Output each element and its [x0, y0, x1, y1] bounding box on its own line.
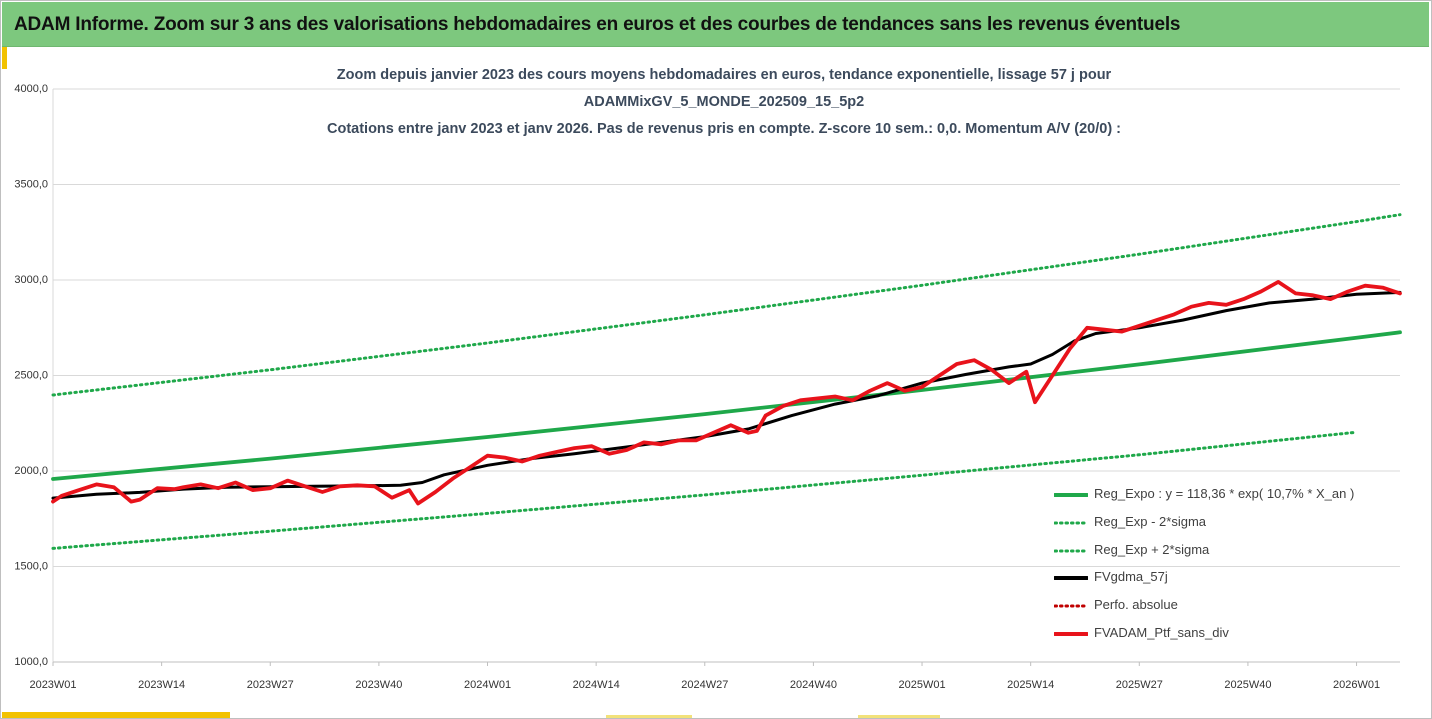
x-tick-label: 2026W01	[1333, 679, 1380, 691]
chart-title-line-1: Zoom depuis janvier 2023 des cours moyen…	[336, 67, 1112, 83]
x-tick-label: 2025W01	[898, 679, 945, 691]
gridlines	[52, 88, 1400, 663]
series-line-reg-expo-y-118-36-exp-10-7-x-an	[51, 330, 1402, 481]
chart-title-line-2: ADAMMixGV_5_MONDE_202509_15_5p2	[583, 94, 865, 110]
legend-label: Reg_Expo : y = 118,36 * exp( 10,7% * X_a…	[1094, 486, 1355, 501]
legend-label: Reg_Exp - 2*sigma	[1094, 513, 1206, 529]
y-tick-label: 3500,0	[14, 179, 48, 191]
legend-item: Reg_Expo : y = 118,36 * exp( 10,7% * X_a…	[1050, 486, 1354, 514]
y-tick-label: 2000,0	[14, 465, 48, 477]
x-tick-label: 2023W01	[29, 679, 76, 691]
series-line-fvgdma-57j	[51, 290, 1402, 500]
chart-title-line-3: Cotations entre janv 2023 et janv 2026. …	[326, 121, 1122, 137]
legend-swatch	[1054, 521, 1088, 525]
x-tick-label: 2025W14	[1007, 679, 1054, 691]
series-line-reg-exp-2-sigma	[51, 213, 1402, 397]
x-tick-label: 2025W27	[1116, 679, 1163, 691]
y-axis-ticks: 1000,0 1500,0 2000,0 2500,0 3000,0 3500,0 4000…	[14, 83, 48, 668]
y-tick-label: 2500,0	[14, 370, 48, 382]
accent-bar-bottom-mid	[606, 715, 692, 718]
legend-swatch	[1054, 549, 1088, 553]
y-tick-label: 1000,0	[14, 656, 48, 668]
legend-item: Reg_Exp + 2*sigma	[1050, 542, 1320, 570]
legend-label: Reg_Exp + 2*sigma	[1094, 541, 1210, 557]
legend-swatch	[1054, 493, 1088, 497]
x-axis-ticks: 2023W01 2023W14 2023W27 2023W40 2024W01 2024W…	[29, 662, 1380, 691]
legend-swatch	[1054, 576, 1088, 581]
y-tick-label: 3000,0	[14, 274, 48, 286]
accent-bar-top-left	[2, 47, 7, 69]
legend-swatch	[1054, 604, 1088, 608]
series-line-reg-exp-2-sigma	[51, 430, 1358, 550]
x-tick-label: 2025W40	[1224, 679, 1271, 691]
chart-legend: Reg_Expo : y = 118,36 * exp( 10,7% * X_a…	[1050, 486, 1354, 653]
x-tick-label: 2023W40	[355, 679, 402, 691]
accent-bar-bottom-left	[2, 712, 230, 718]
accent-bar-bottom-right	[858, 715, 940, 718]
series-line-fvadam-ptf-sans-div	[51, 279, 1402, 506]
legend-swatch	[1054, 631, 1088, 636]
y-tick-label: 4000,0	[14, 83, 48, 95]
report-banner: ADAM Informe. Zoom sur 3 ans des valoris…	[2, 2, 1429, 47]
x-tick-label: 2024W14	[573, 679, 620, 691]
legend-item: Perfo. absolue	[1050, 597, 1320, 625]
x-tick-label: 2024W01	[464, 679, 511, 691]
legend-item: Reg_Exp - 2*sigma	[1050, 514, 1320, 542]
x-tick-label: 2024W40	[790, 679, 837, 691]
x-tick-label: 2024W27	[681, 679, 728, 691]
y-tick-label: 1500,0	[14, 561, 48, 573]
banner-title: ADAM Informe. Zoom sur 3 ans des valoris…	[14, 14, 1181, 35]
legend-item: FVADAM_Ptf_sans_div	[1050, 625, 1320, 653]
legend-label: Perfo. absolue	[1094, 597, 1178, 613]
x-tick-label: 2023W27	[247, 679, 294, 691]
x-tick-label: 2023W14	[138, 679, 185, 691]
series-lines	[51, 213, 1402, 550]
legend-label: FVgdma_57j	[1094, 569, 1168, 585]
legend-item: FVgdma_57j	[1050, 569, 1320, 597]
legend-label: FVADAM_Ptf_sans_div	[1094, 624, 1229, 640]
